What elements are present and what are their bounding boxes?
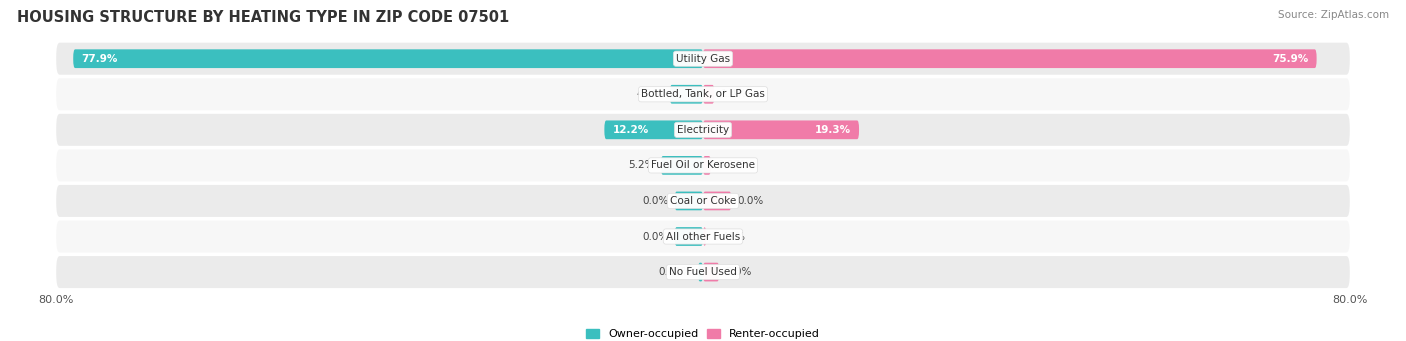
Text: 0.41%: 0.41%: [713, 232, 745, 241]
Text: Fuel Oil or Kerosene: Fuel Oil or Kerosene: [651, 160, 755, 170]
FancyBboxPatch shape: [56, 185, 1350, 217]
FancyBboxPatch shape: [703, 192, 731, 210]
Text: 0.97%: 0.97%: [717, 160, 751, 170]
Text: Source: ZipAtlas.com: Source: ZipAtlas.com: [1278, 10, 1389, 20]
FancyBboxPatch shape: [703, 156, 711, 175]
Text: Coal or Coke: Coal or Coke: [669, 196, 737, 206]
Text: 0.0%: 0.0%: [738, 196, 763, 206]
Text: 5.2%: 5.2%: [628, 160, 654, 170]
Text: No Fuel Used: No Fuel Used: [669, 267, 737, 277]
FancyBboxPatch shape: [56, 43, 1350, 75]
FancyBboxPatch shape: [703, 263, 720, 281]
Text: HOUSING STRUCTURE BY HEATING TYPE IN ZIP CODE 07501: HOUSING STRUCTURE BY HEATING TYPE IN ZIP…: [17, 10, 509, 25]
Text: 4.1%: 4.1%: [637, 89, 664, 99]
Text: 0.61%: 0.61%: [658, 267, 692, 277]
FancyBboxPatch shape: [703, 49, 1316, 68]
FancyBboxPatch shape: [669, 85, 703, 104]
FancyBboxPatch shape: [703, 227, 706, 246]
Text: Electricity: Electricity: [676, 125, 730, 135]
FancyBboxPatch shape: [56, 221, 1350, 252]
Text: 12.2%: 12.2%: [613, 125, 648, 135]
Text: Bottled, Tank, or LP Gas: Bottled, Tank, or LP Gas: [641, 89, 765, 99]
FancyBboxPatch shape: [605, 120, 703, 139]
FancyBboxPatch shape: [56, 78, 1350, 110]
Text: Utility Gas: Utility Gas: [676, 54, 730, 64]
Text: 0.0%: 0.0%: [643, 232, 668, 241]
Text: 75.9%: 75.9%: [1272, 54, 1309, 64]
Text: 0.0%: 0.0%: [643, 196, 668, 206]
Text: 1.4%: 1.4%: [721, 89, 747, 99]
FancyBboxPatch shape: [703, 120, 859, 139]
Text: 77.9%: 77.9%: [82, 54, 118, 64]
FancyBboxPatch shape: [703, 85, 714, 104]
Legend: Owner-occupied, Renter-occupied: Owner-occupied, Renter-occupied: [586, 329, 820, 339]
Text: 19.3%: 19.3%: [815, 125, 851, 135]
FancyBboxPatch shape: [56, 149, 1350, 181]
FancyBboxPatch shape: [73, 49, 703, 68]
Text: All other Fuels: All other Fuels: [666, 232, 740, 241]
Text: 2.0%: 2.0%: [725, 267, 752, 277]
FancyBboxPatch shape: [56, 256, 1350, 288]
FancyBboxPatch shape: [56, 114, 1350, 146]
FancyBboxPatch shape: [675, 227, 703, 246]
FancyBboxPatch shape: [661, 156, 703, 175]
FancyBboxPatch shape: [675, 192, 703, 210]
FancyBboxPatch shape: [697, 263, 703, 281]
